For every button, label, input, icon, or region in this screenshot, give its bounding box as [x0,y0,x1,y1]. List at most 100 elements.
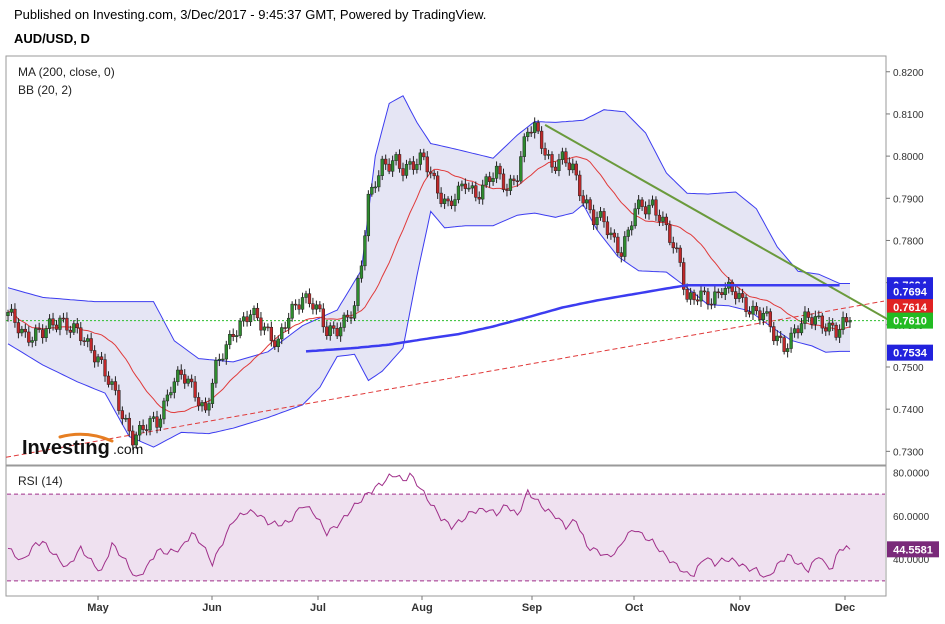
candle-body [650,199,655,206]
candle-body [647,204,651,215]
price-tag [887,299,933,316]
candle-body [359,265,364,279]
candle-body [117,390,121,411]
candle-body [796,328,800,334]
candle-body [158,418,163,428]
candle-body [231,334,235,337]
rsi-value-label: 44.5581 [893,544,933,556]
candle-body [422,152,426,158]
candle-body [713,291,717,305]
candle-body [273,340,277,348]
candle-body [221,358,225,361]
candle-body [654,199,658,216]
candle-body [9,308,14,313]
candle-body [193,381,197,398]
candle-body [276,338,280,348]
candle-body [384,158,388,165]
candle-body [436,175,440,194]
x-tick-label: Jun [202,602,222,614]
candle-body [200,402,204,407]
candle-body [300,297,305,310]
logo-swoosh [58,432,114,443]
candle-body [616,236,620,253]
candle-body [695,299,700,302]
candle-body [591,209,596,225]
candle-body [827,322,831,332]
candle-body [453,199,457,206]
candle-body [484,176,488,186]
candle-body [612,232,617,238]
x-tick-label: Oct [625,602,644,614]
candle-body [113,381,118,391]
candle-body [349,316,353,319]
candle-body [432,172,436,177]
candle-body [588,199,592,211]
candle-body [58,317,62,330]
candle-body [744,297,748,312]
candle-body [772,326,776,342]
candle-body [630,225,634,231]
candle-body [501,173,506,190]
x-tick-label: May [87,602,109,614]
candle-body [314,304,319,310]
candle-body [505,189,509,191]
legend-bb: BB (20, 2) [18,83,72,97]
candle-body [124,417,128,420]
candle-body [134,434,138,446]
candle-body [283,327,287,329]
candle-body [557,159,561,171]
y-tick-label: 0.7300 [893,447,924,458]
candle-body [754,305,759,312]
rsi-plot-layer [7,472,885,582]
candle-body [758,310,762,320]
candle-body [671,242,675,249]
candle-body [148,418,152,431]
candle-body [619,252,623,257]
candle-body [494,165,499,179]
candle-body [636,199,641,210]
price-tag-label: 0.7610 [893,316,927,328]
candle-body [657,214,662,222]
candle-body [526,131,530,137]
y-tick-label: 0.8000 [893,152,924,163]
candle-body [332,325,336,329]
candle-body [307,293,312,304]
candle-body [68,329,73,333]
candle-body [837,329,842,338]
candle-body [401,168,405,176]
candle-body [238,320,242,336]
candle-body [86,338,90,342]
candle-body [127,417,131,432]
candle-body [661,216,665,222]
candle-body [61,317,66,320]
y-tick-label: 0.8200 [893,68,924,79]
investing-logo: Investing .com [22,432,143,459]
candle-body [737,293,741,299]
candle-body [120,410,124,420]
logo-wordmark: Investing [22,437,110,459]
candle-body [487,176,492,182]
y-tick-label: 0.7500 [893,363,924,374]
candle-body [765,311,769,314]
bb-band-fill [8,95,850,448]
candle-body [481,184,485,200]
candle-body [169,392,173,396]
candle-body [75,323,79,328]
candle-body [373,186,377,189]
candle-body [706,291,710,305]
candle-body [79,327,83,342]
candle-body [533,122,537,133]
candle-body [515,180,520,183]
candle-body [390,160,395,172]
downtrend-line [544,124,896,325]
candle-body [103,359,107,377]
x-tick-label: Dec [835,602,855,614]
candle-body [775,335,779,342]
candle-body [605,221,610,236]
candle-body [54,324,59,330]
candle-body [709,303,714,306]
candle-body [598,211,603,218]
rsi-tick-label: 60.0000 [893,512,930,523]
candle-body [768,311,772,327]
candle-body [789,332,793,349]
